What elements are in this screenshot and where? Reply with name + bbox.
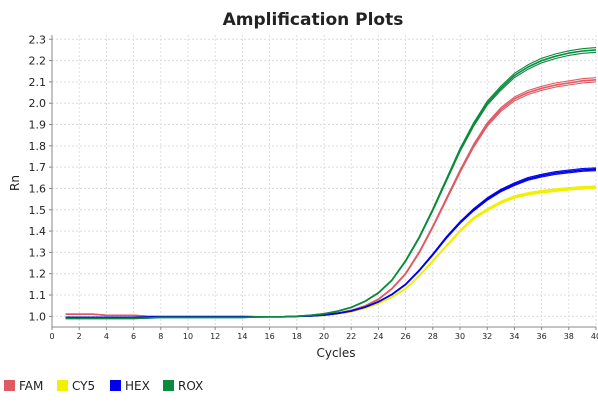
y-tick-label: 2.2 <box>29 55 47 68</box>
y-tick-label: 1.2 <box>29 268 47 281</box>
x-tick-label: 10 <box>183 332 193 341</box>
grid <box>52 35 596 327</box>
x-tick-label: 8 <box>158 332 163 341</box>
x-tick-label: 22 <box>346 332 356 341</box>
legend-swatch-rox <box>163 380 174 391</box>
x-tick-label: 24 <box>373 332 383 341</box>
legend-label-hex: HEX <box>125 379 150 393</box>
y-tick-label: 1.1 <box>29 289 47 302</box>
legend-label-rox: ROX <box>178 379 203 393</box>
y-tick-label: 1.9 <box>29 119 47 132</box>
legend-swatch-hex <box>110 380 121 391</box>
x-tick-label: 18 <box>292 332 302 341</box>
x-tick-label: 2 <box>77 332 82 341</box>
y-tick-label: 1.8 <box>29 140 47 153</box>
legend-label-fam: FAM <box>19 379 43 393</box>
y-tick-label: 1.5 <box>29 204 47 217</box>
x-tick-label: 12 <box>210 332 220 341</box>
x-tick-label: 4 <box>104 332 109 341</box>
y-tick-label: 1.3 <box>29 246 47 259</box>
x-tick-label: 26 <box>401 332 411 341</box>
legend: FAM CY5 HEX ROX <box>4 379 203 393</box>
x-tick-label: 30 <box>455 332 465 341</box>
x-tick-label: 32 <box>482 332 492 341</box>
x-tick-label: 6 <box>131 332 136 341</box>
legend-label-cy5: CY5 <box>72 379 95 393</box>
x-tick-label: 38 <box>564 332 574 341</box>
x-tick-label: 14 <box>237 332 247 341</box>
y-tick-label: 1.0 <box>29 310 47 323</box>
x-tick-label: 16 <box>265 332 275 341</box>
y-tick-label: 1.7 <box>29 161 47 174</box>
y-tick-label: 1.4 <box>29 225 47 238</box>
y-tick-label: 2.3 <box>29 33 47 46</box>
x-tick-label: 40 <box>591 332 598 341</box>
y-tick-label: 2.1 <box>29 76 47 89</box>
chart-title: Amplification Plots <box>223 10 404 30</box>
x-tick-label: 0 <box>49 332 54 341</box>
x-tick-label: 34 <box>509 332 519 341</box>
y-tick-label: 1.6 <box>29 182 47 195</box>
legend-swatch-cy5 <box>57 380 68 391</box>
x-axis-label: Cycles <box>316 346 355 360</box>
y-tick-label: 2.0 <box>29 97 47 110</box>
legend-swatch-fam <box>4 380 15 391</box>
y-axis-label: Rn <box>8 175 22 191</box>
x-tick-label: 20 <box>319 332 329 341</box>
x-tick-label: 28 <box>428 332 438 341</box>
x-tick-label: 36 <box>537 332 547 341</box>
